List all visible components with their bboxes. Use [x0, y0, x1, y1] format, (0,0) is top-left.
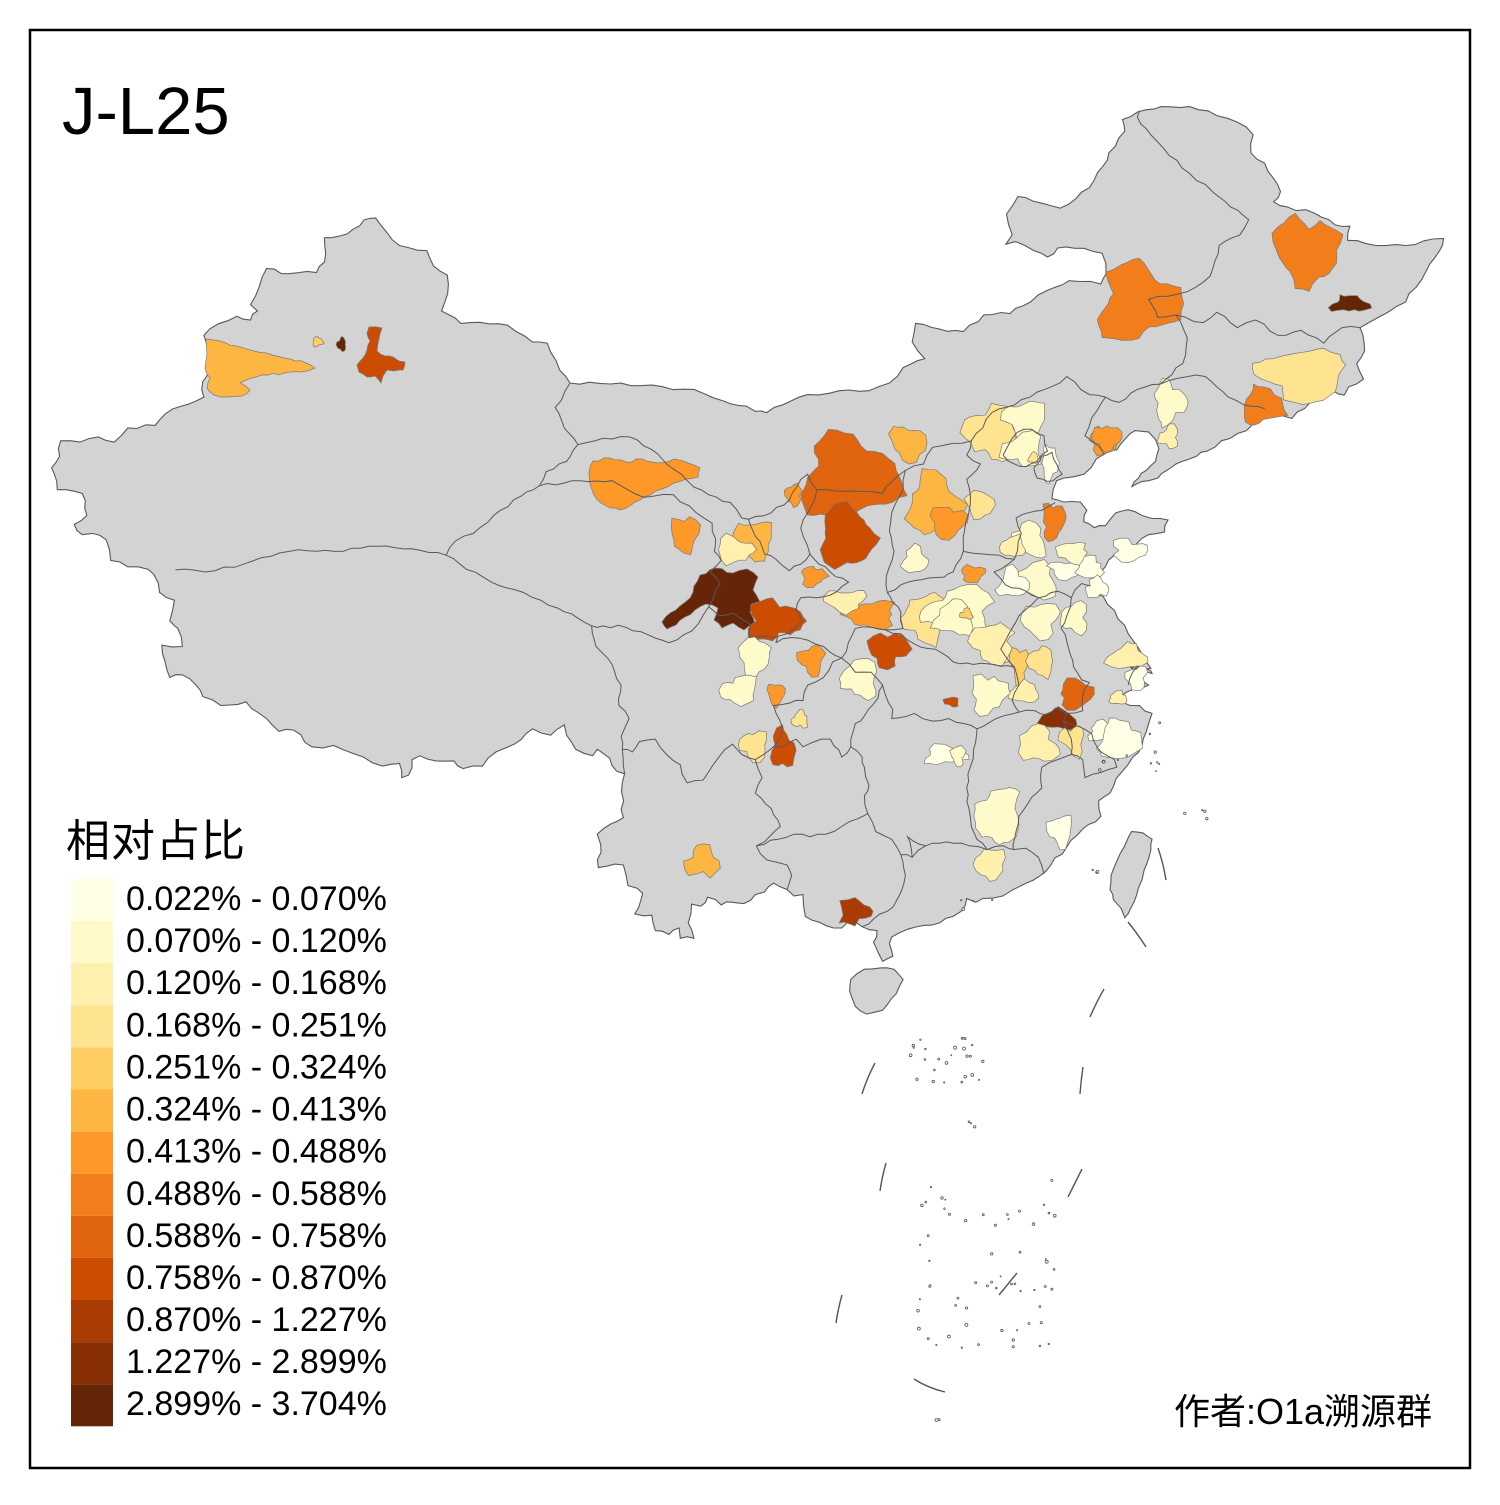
svg-text:0.251% - 0.324%: 0.251% - 0.324% [126, 1049, 387, 1087]
svg-text:1.227% - 2.899%: 1.227% - 2.899% [126, 1343, 387, 1381]
svg-text:0.070% - 0.120%: 0.070% - 0.120% [126, 922, 387, 960]
svg-text:0.758% - 0.870%: 0.758% - 0.870% [126, 1259, 387, 1297]
svg-text:作者:O1a溯源群: 作者:O1a溯源群 [1174, 1391, 1432, 1432]
svg-text:0.588% - 0.758%: 0.588% - 0.758% [126, 1217, 387, 1255]
svg-text:J-L25: J-L25 [62, 74, 230, 149]
svg-text:0.168% - 0.251%: 0.168% - 0.251% [126, 1006, 387, 1044]
svg-text:0.324% - 0.413%: 0.324% - 0.413% [126, 1091, 387, 1129]
svg-text:0.870% - 1.227%: 0.870% - 1.227% [126, 1301, 387, 1339]
svg-text:0.488% - 0.588%: 0.488% - 0.588% [126, 1175, 387, 1213]
svg-text:相对占比: 相对占比 [66, 817, 246, 866]
svg-text:2.899% - 3.704%: 2.899% - 3.704% [126, 1385, 387, 1423]
svg-text:0.022% - 0.070%: 0.022% - 0.070% [126, 880, 387, 918]
svg-text:0.120% - 0.168%: 0.120% - 0.168% [126, 964, 387, 1002]
svg-text:0.413% - 0.488%: 0.413% - 0.488% [126, 1133, 387, 1171]
